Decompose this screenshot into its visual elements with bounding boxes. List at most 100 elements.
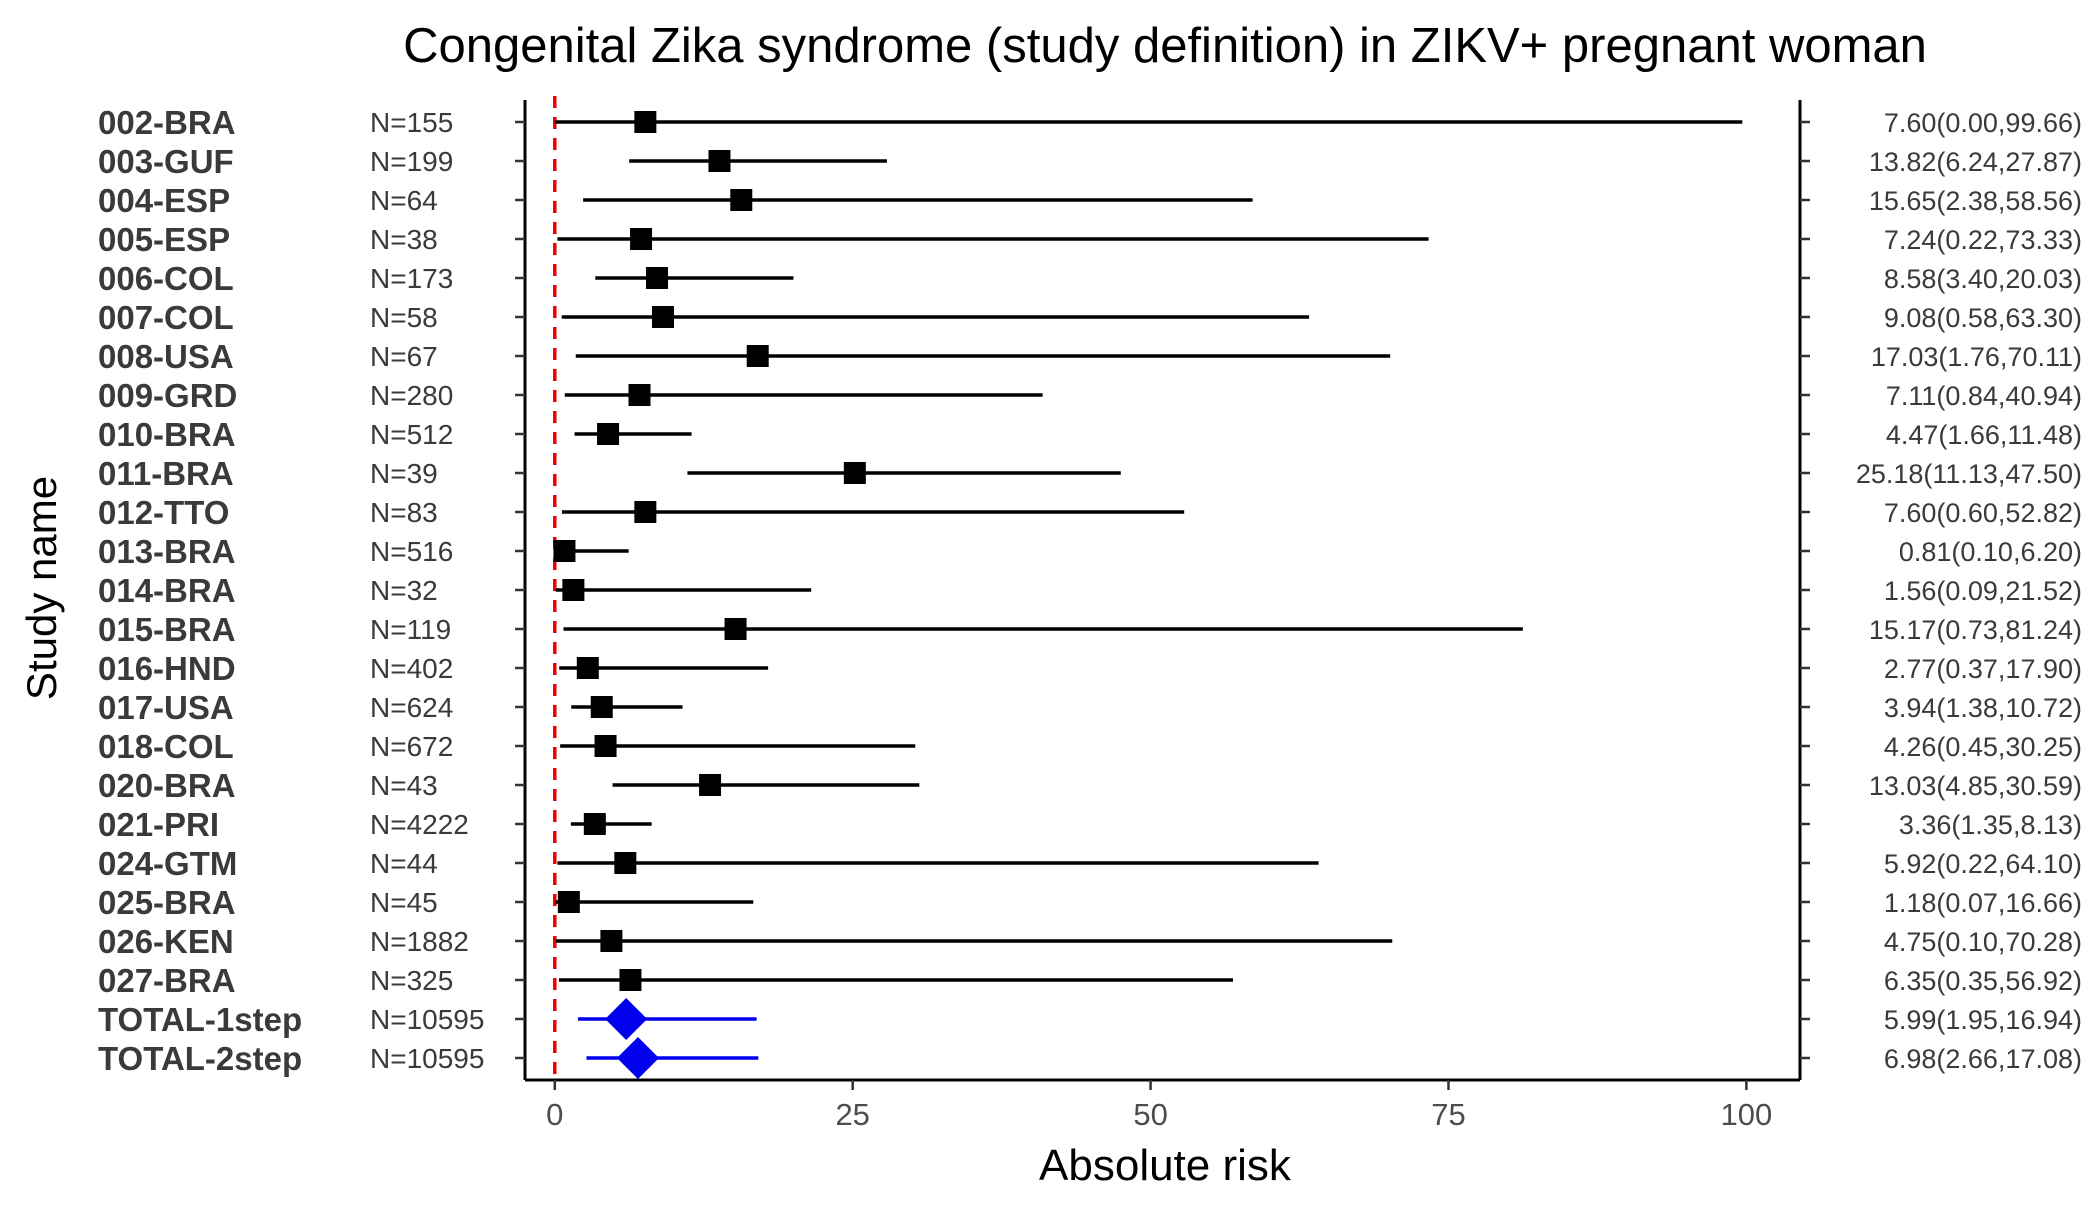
study-sample-size: N=325 xyxy=(370,965,453,996)
study-name: 018-COL xyxy=(98,728,234,765)
study-sample-size: N=4222 xyxy=(370,809,469,840)
study-name: 026-KEN xyxy=(98,923,234,960)
x-tick-label: 75 xyxy=(1431,1097,1465,1132)
point-estimate-square xyxy=(843,462,866,484)
point-estimate-square xyxy=(651,306,674,328)
study-name: TOTAL-1step xyxy=(98,1001,302,1038)
total-row: TOTAL-1step N=10595 5.99(1.95,16.94) xyxy=(98,998,2082,1040)
study-row: 010-BRA N=512 4.47(1.66,11.48) xyxy=(98,416,2082,453)
point-estimate-square xyxy=(646,267,669,289)
study-name: 020-BRA xyxy=(98,767,236,804)
study-name: 004-ESP xyxy=(98,182,230,219)
study-name: 012-TTO xyxy=(98,494,229,531)
study-row: 021-PRI N=4222 3.36(1.35,8.13) xyxy=(98,806,2082,843)
study-row: 015-BRA N=119 15.17(0.73,81.24) xyxy=(98,611,2082,648)
study-name: 011-BRA xyxy=(98,455,234,492)
point-estimate-square xyxy=(746,345,769,367)
study-estimate-ci: 7.60(0.60,52.82) xyxy=(1884,498,2082,528)
study-row: 016-HND N=402 2.77(0.37,17.90) xyxy=(98,650,2082,687)
study-row: 011-BRA N=39 25.18(11.13,47.50) xyxy=(98,455,2082,492)
study-name: 002-BRA xyxy=(98,104,236,141)
study-estimate-ci: 4.26(0.45,30.25) xyxy=(1884,732,2082,762)
study-estimate-ci: 4.75(0.10,70.28) xyxy=(1884,927,2082,957)
study-estimate-ci: 1.56(0.09,21.52) xyxy=(1884,576,2082,606)
pooled-estimate-diamond xyxy=(616,1037,659,1079)
study-sample-size: N=173 xyxy=(370,263,453,294)
x-tick-label: 0 xyxy=(546,1097,563,1132)
study-estimate-ci: 25.18(11.13,47.50) xyxy=(1856,459,2082,489)
point-estimate-square xyxy=(583,813,606,835)
study-row: 009-GRD N=280 7.11(0.84,40.94) xyxy=(98,377,2082,414)
point-estimate-square xyxy=(699,774,722,796)
study-estimate-ci: 5.99(1.95,16.94) xyxy=(1884,1005,2082,1035)
study-name: 015-BRA xyxy=(98,611,236,648)
study-row: 020-BRA N=43 13.03(4.85,30.59) xyxy=(98,767,2082,804)
point-estimate-square xyxy=(730,189,753,211)
study-estimate-ci: 2.77(0.37,17.90) xyxy=(1884,654,2082,684)
study-name: 024-GTM xyxy=(98,845,237,882)
study-estimate-ci: 7.11(0.84,40.94) xyxy=(1886,381,2082,411)
study-estimate-ci: 6.98(2.66,17.08) xyxy=(1884,1044,2082,1074)
study-row: 025-BRA N=45 1.18(0.07,16.66) xyxy=(98,884,2082,921)
pooled-estimate-diamond xyxy=(605,998,648,1040)
study-sample-size: N=516 xyxy=(370,536,453,567)
study-sample-size: N=624 xyxy=(370,692,453,723)
study-row: 012-TTO N=83 7.60(0.60,52.82) xyxy=(98,494,2082,531)
study-name: 027-BRA xyxy=(98,962,236,999)
study-name: 025-BRA xyxy=(98,884,236,921)
study-name: 003-GUF xyxy=(98,143,234,180)
x-axis-label: Absolute risk xyxy=(1039,1141,1292,1190)
study-name: 021-PRI xyxy=(98,806,219,843)
study-name: 017-USA xyxy=(98,689,234,726)
point-estimate-square xyxy=(628,384,651,406)
x-axis-ticks: 0 25 50 75 100 xyxy=(546,1080,1772,1132)
point-estimate-square xyxy=(630,228,653,250)
study-row: 008-USA N=67 17.03(1.76,70.11) xyxy=(98,338,2082,375)
x-tick-label: 100 xyxy=(1721,1097,1773,1132)
study-sample-size: N=512 xyxy=(370,419,453,450)
study-sample-size: N=83 xyxy=(370,497,438,528)
study-estimate-ci: 17.03(1.76,70.11) xyxy=(1871,342,2082,372)
study-row: 003-GUF N=199 13.82(6.24,27.87) xyxy=(98,143,2082,180)
point-estimate-square xyxy=(708,150,731,172)
study-sample-size: N=38 xyxy=(370,224,438,255)
study-rows: 002-BRA N=155 7.60(0.00,99.66) 003-GUF N=199… xyxy=(98,104,2082,1079)
study-estimate-ci: 5.92(0.22,64.10) xyxy=(1884,849,2082,879)
point-estimate-square xyxy=(724,618,747,640)
study-estimate-ci: 7.24(0.22,73.33) xyxy=(1884,225,2082,255)
study-sample-size: N=672 xyxy=(370,731,453,762)
study-estimate-ci: 15.65(2.38,58.56) xyxy=(1869,186,2082,216)
study-sample-size: N=155 xyxy=(370,107,453,138)
study-estimate-ci: 7.60(0.00,99.66) xyxy=(1884,108,2082,138)
point-estimate-square xyxy=(634,501,657,523)
study-sample-size: N=43 xyxy=(370,770,438,801)
point-estimate-square xyxy=(590,696,613,718)
study-estimate-ci: 13.03(4.85,30.59) xyxy=(1869,771,2082,801)
study-name: 005-ESP xyxy=(98,221,230,258)
study-sample-size: N=280 xyxy=(370,380,453,411)
study-estimate-ci: 8.58(3.40,20.03) xyxy=(1884,264,2082,294)
study-sample-size: N=199 xyxy=(370,146,453,177)
study-sample-size: N=32 xyxy=(370,575,438,606)
point-estimate-square xyxy=(597,423,620,445)
point-estimate-square xyxy=(619,969,642,991)
study-row: 013-BRA N=516 0.81(0.10,6.20) xyxy=(98,533,2082,570)
point-estimate-square xyxy=(600,930,623,952)
study-sample-size: N=39 xyxy=(370,458,438,489)
study-estimate-ci: 15.17(0.73,81.24) xyxy=(1869,615,2082,645)
study-row: 024-GTM N=44 5.92(0.22,64.10) xyxy=(98,845,2082,882)
study-sample-size: N=64 xyxy=(370,185,438,216)
study-estimate-ci: 9.08(0.58,63.30) xyxy=(1884,303,2082,333)
study-name: 016-HND xyxy=(98,650,236,687)
point-estimate-square xyxy=(614,852,637,874)
study-estimate-ci: 3.36(1.35,8.13) xyxy=(1899,810,2082,840)
total-row: TOTAL-2step N=10595 6.98(2.66,17.08) xyxy=(98,1037,2082,1079)
study-sample-size: N=10595 xyxy=(370,1004,484,1035)
study-estimate-ci: 4.47(1.66,11.48) xyxy=(1886,420,2082,450)
study-sample-size: N=402 xyxy=(370,653,453,684)
study-row: 002-BRA N=155 7.60(0.00,99.66) xyxy=(98,104,2082,141)
x-tick-label: 25 xyxy=(835,1097,869,1132)
study-estimate-ci: 13.82(6.24,27.87) xyxy=(1869,147,2082,177)
study-sample-size: N=1882 xyxy=(370,926,469,957)
